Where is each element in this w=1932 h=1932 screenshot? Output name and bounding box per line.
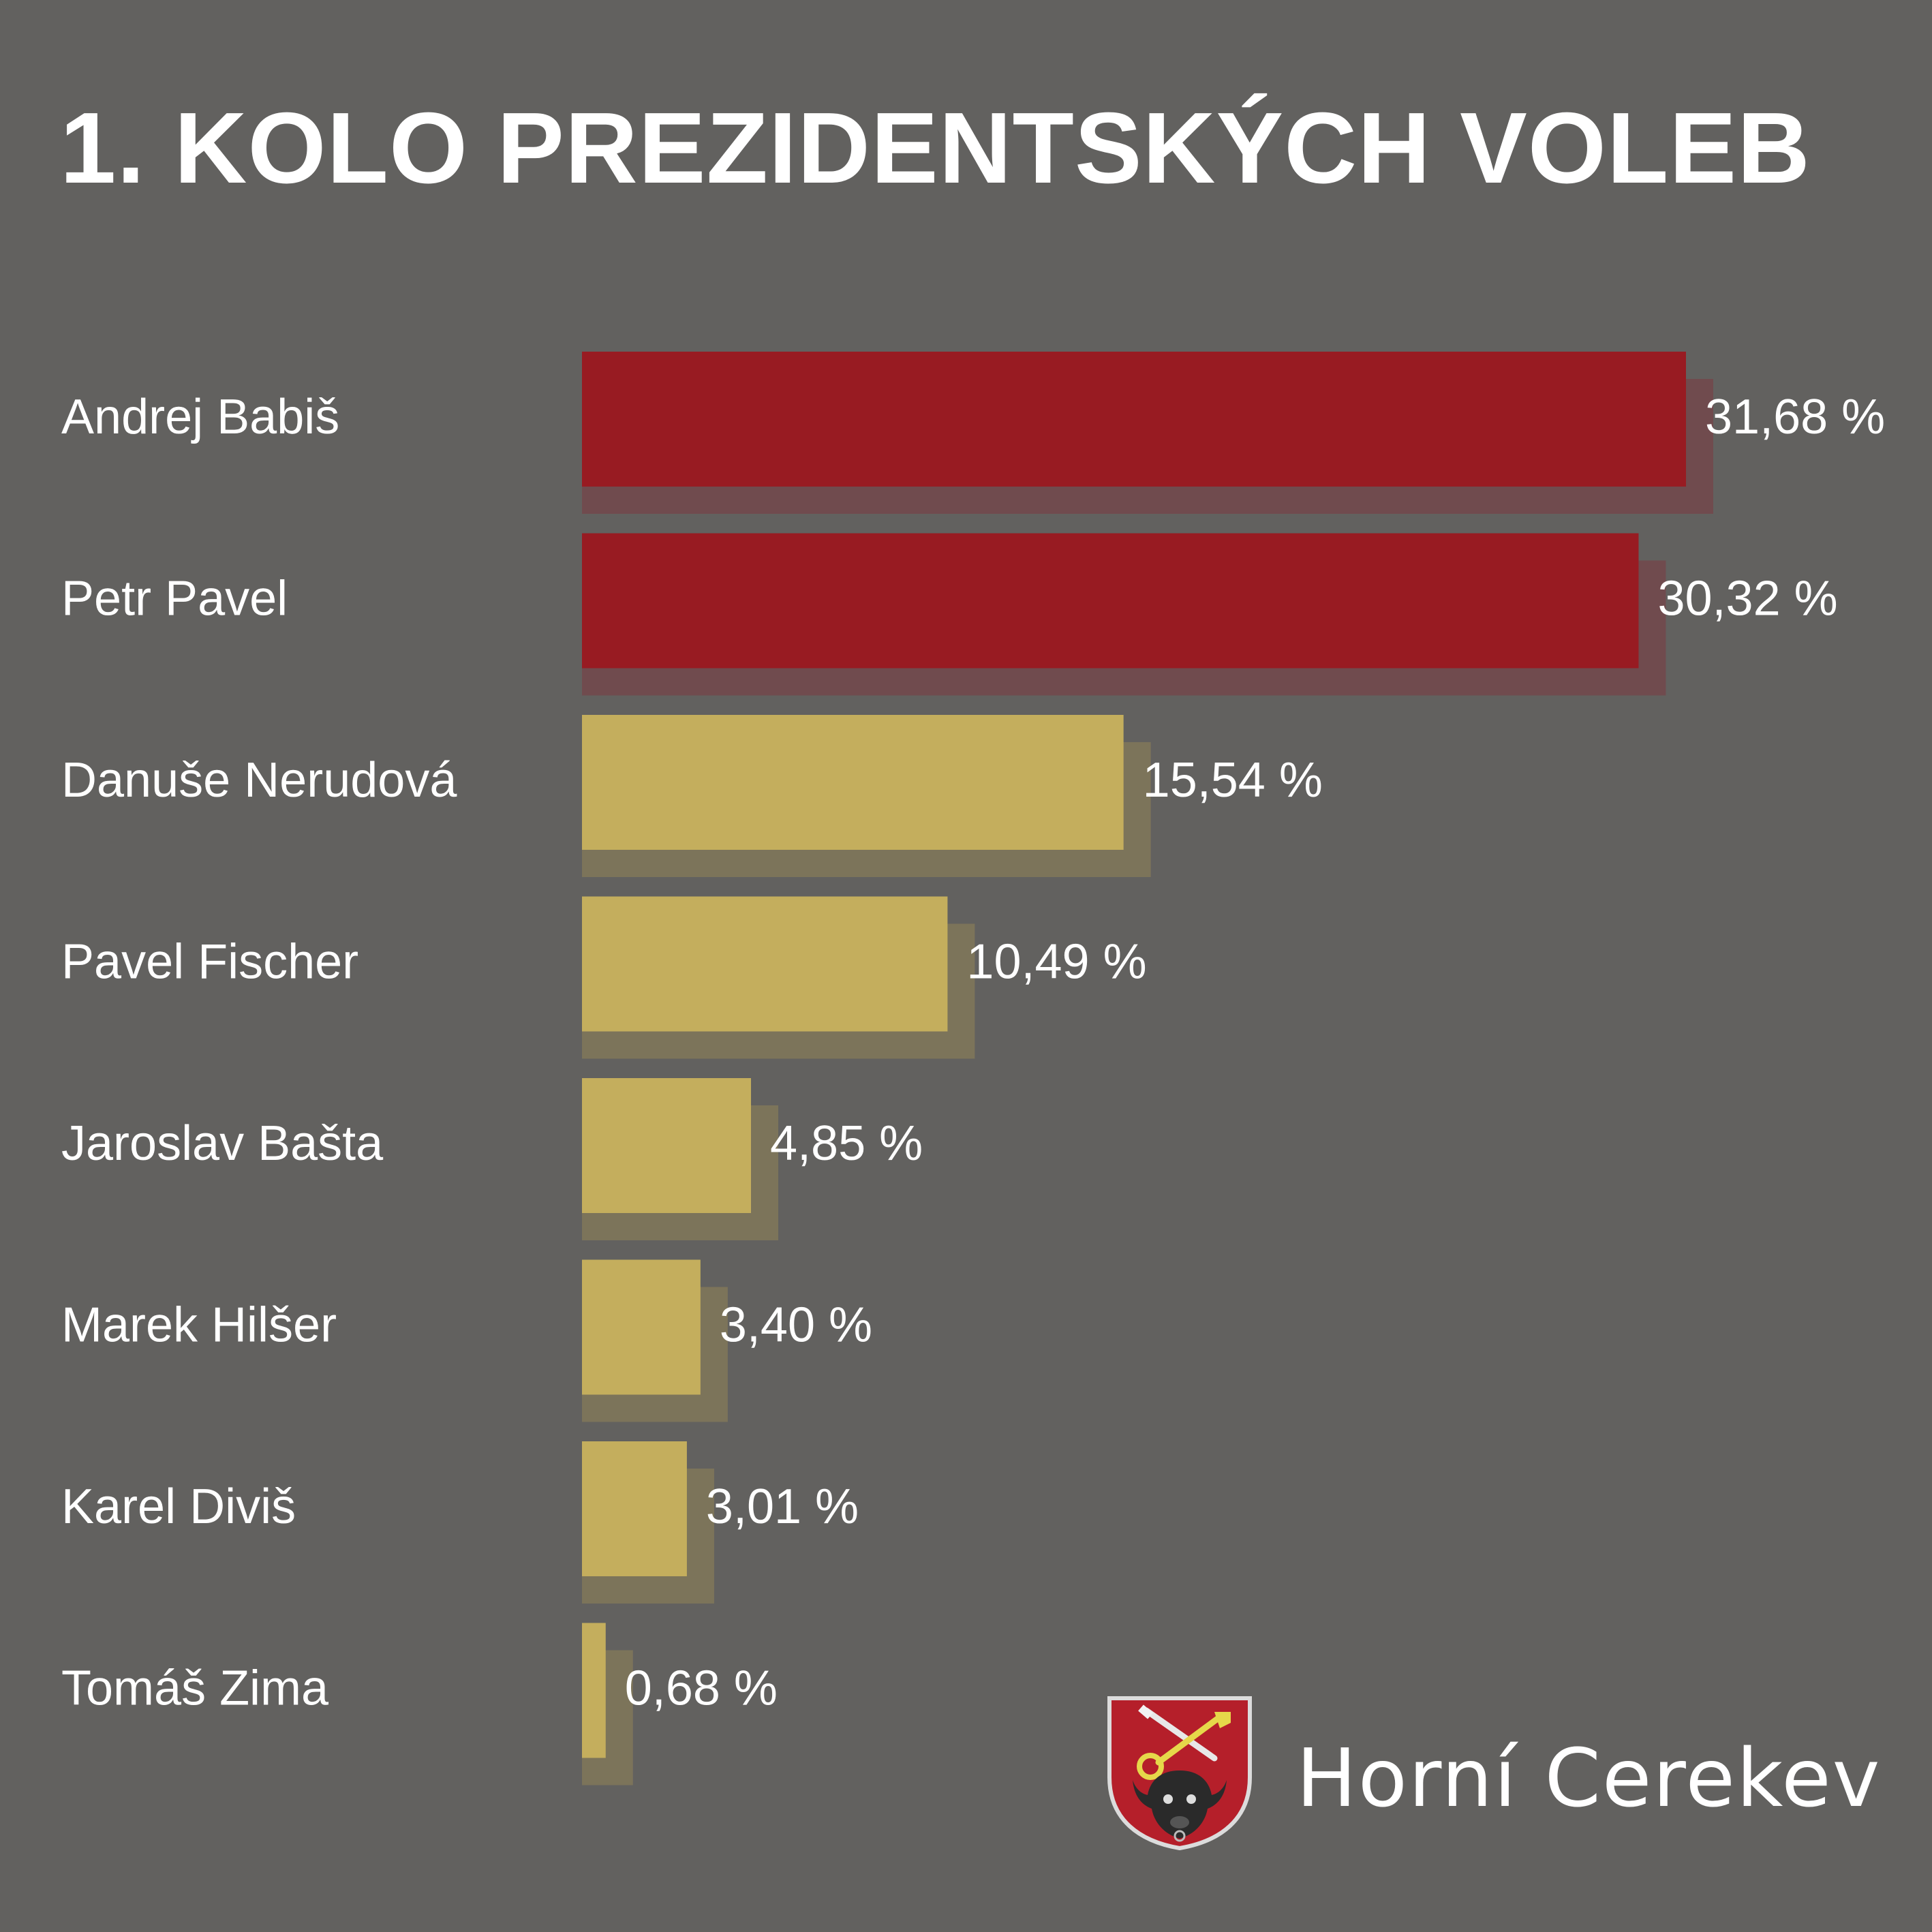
coat-of-arms-icon: [1107, 1696, 1252, 1851]
category-label: Pavel Fischer: [61, 935, 358, 990]
value-label: 15,54 %: [1143, 753, 1323, 808]
bar: [582, 715, 1124, 850]
value-label: 0,68 %: [625, 1661, 778, 1716]
bar: [582, 1623, 606, 1758]
category-label: Karel Diviš: [61, 1479, 296, 1534]
category-label: Andrej Babiš: [61, 390, 339, 444]
category-label: Petr Pavel: [61, 572, 288, 626]
bar: [582, 1078, 752, 1213]
value-label: 30,32 %: [1657, 572, 1837, 626]
category-label: Marek Hilšer: [61, 1298, 337, 1353]
value-label: 4,85 %: [770, 1116, 923, 1171]
municipality-logo: Horní Cerekev: [1105, 1696, 1882, 1852]
value-label: 10,49 %: [966, 935, 1146, 990]
bar: [582, 533, 1639, 669]
bar: [582, 1259, 701, 1395]
logo-text: Horní Cerekev: [1296, 1731, 1882, 1825]
value-label: 31,68 %: [1705, 390, 1885, 444]
page-title: 1. KOLO PREZIDENTSKÝCH VOLEB: [60, 92, 1811, 204]
bar: [582, 352, 1686, 487]
bar: [582, 1441, 687, 1576]
value-label: 3,01 %: [706, 1479, 859, 1534]
category-label: Jaroslav Bašta: [61, 1116, 384, 1171]
value-label: 3,40 %: [720, 1298, 872, 1353]
bar: [582, 896, 948, 1032]
category-label: Tomáš Zima: [61, 1661, 329, 1716]
category-label: Danuše Nerudová: [61, 753, 457, 808]
